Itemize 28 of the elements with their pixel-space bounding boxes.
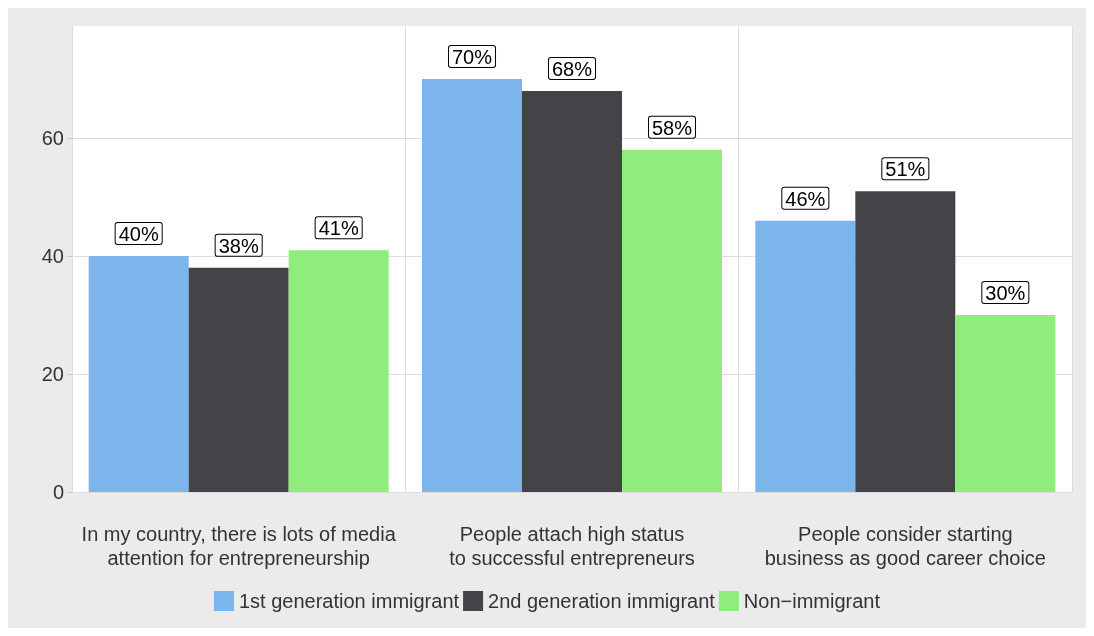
data-label: 70% (451, 46, 493, 69)
bar (188, 267, 289, 492)
data-label: 30% (985, 282, 1026, 305)
legend-label: 1st generation immigrant (238, 590, 460, 612)
bar (422, 79, 522, 492)
data-label: 41% (318, 217, 359, 240)
bar (855, 191, 956, 492)
bar (88, 256, 189, 492)
data-label: 40% (118, 223, 159, 246)
data-label: 68% (551, 57, 593, 80)
y-tick-label: 40 (41, 245, 64, 268)
legend-label: 2nd generation immigrant (488, 590, 716, 612)
data-label: 46% (785, 187, 826, 210)
data-label: 58% (651, 116, 693, 139)
x-tick-label: In my country, there is lots of media attention for entrepreneurship (81, 523, 397, 569)
bar (755, 220, 856, 492)
y-tick-label: 20 (41, 363, 64, 386)
data-label: 51% (885, 158, 926, 181)
bar (288, 250, 389, 492)
bar (955, 315, 1056, 492)
legend-label: Non−immigrant (743, 590, 881, 612)
bar (522, 90, 622, 492)
y-tick-label: 60 (41, 127, 64, 150)
bar (622, 149, 722, 492)
y-tick-label: 0 (52, 481, 64, 503)
data-label: 38% (218, 234, 259, 257)
x-tick-label: People attach high status to successful entrepreneurs (449, 523, 695, 569)
x-tick-label: People consider starting business as good career choice (764, 523, 1046, 569)
